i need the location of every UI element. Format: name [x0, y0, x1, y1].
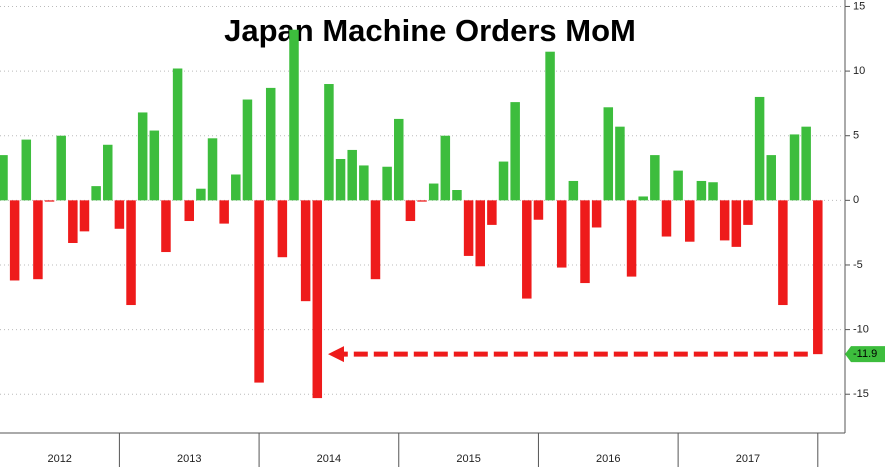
bar — [219, 200, 229, 224]
bar — [79, 200, 90, 232]
bar — [9, 200, 20, 281]
bar — [417, 200, 427, 202]
bar — [242, 99, 253, 201]
bar — [813, 200, 823, 355]
bar — [382, 166, 392, 201]
bar — [743, 200, 753, 225]
bar — [673, 170, 683, 201]
bar — [207, 138, 218, 201]
y-tick-label: -10 — [853, 324, 869, 336]
bar — [731, 200, 742, 247]
bar — [33, 200, 43, 280]
bar — [91, 186, 101, 201]
bar — [172, 68, 183, 201]
y-tick-label: 10 — [853, 65, 865, 77]
bar — [789, 134, 800, 201]
bar — [556, 200, 567, 268]
bar — [440, 135, 451, 201]
bar — [452, 190, 462, 201]
chart-title: Japan Machine Orders MoM — [224, 13, 636, 48]
bar — [265, 87, 276, 201]
x-tick-label: 2014 — [317, 453, 341, 465]
bar — [56, 135, 66, 201]
bar — [626, 200, 637, 277]
bar — [335, 158, 346, 201]
bar — [405, 200, 416, 222]
bar — [533, 200, 544, 220]
bar — [638, 196, 648, 201]
x-tick-label: 2017 — [736, 453, 760, 465]
bar — [359, 165, 369, 201]
x-tick-label: 2015 — [456, 453, 480, 465]
bar — [801, 126, 811, 201]
bar — [475, 200, 485, 267]
bar — [300, 200, 311, 302]
bar — [277, 200, 288, 258]
bar — [184, 200, 194, 222]
bar — [312, 200, 323, 399]
bar — [196, 188, 206, 201]
bar — [591, 200, 602, 228]
bar — [149, 130, 160, 201]
bar — [708, 182, 718, 201]
bar — [0, 155, 8, 201]
bar — [44, 200, 55, 202]
bar — [394, 118, 404, 201]
bar — [615, 126, 625, 201]
y-tick-label: 5 — [853, 130, 859, 142]
bar — [137, 112, 148, 201]
bar — [498, 161, 509, 201]
bar — [685, 200, 695, 242]
y-tick-label: 15 — [853, 0, 865, 12]
bar — [754, 96, 765, 201]
bar — [661, 200, 672, 237]
y-tick-label: -15 — [853, 388, 869, 400]
bar — [719, 200, 730, 241]
bar — [324, 84, 334, 201]
bar — [510, 102, 520, 201]
bar — [68, 200, 78, 243]
x-tick-label: 2013 — [177, 453, 201, 465]
x-tick-label: 2016 — [596, 453, 620, 465]
bar — [103, 144, 113, 201]
y-tick-label: -5 — [853, 259, 863, 271]
bar — [463, 200, 474, 256]
bar — [580, 200, 590, 284]
last-value-label: -11.9 — [853, 348, 877, 360]
arrowhead — [328, 346, 344, 363]
bar — [696, 180, 707, 201]
bar — [126, 200, 136, 306]
bar — [522, 200, 532, 299]
bar — [778, 200, 788, 306]
bar — [254, 200, 264, 383]
bar — [487, 200, 497, 225]
x-tick-label: 2012 — [47, 453, 71, 465]
bar — [161, 200, 171, 253]
bar — [766, 155, 776, 201]
bar — [21, 139, 32, 201]
bar — [650, 155, 660, 201]
bar — [568, 180, 579, 201]
bar — [347, 149, 357, 201]
bar — [231, 174, 241, 201]
y-tick-label: 0 — [853, 194, 859, 206]
last-value-box — [845, 346, 885, 363]
bar — [603, 107, 614, 201]
bar — [428, 183, 439, 201]
bar — [289, 29, 299, 201]
bar — [370, 200, 381, 280]
bar — [114, 200, 125, 229]
bar — [545, 51, 555, 201]
